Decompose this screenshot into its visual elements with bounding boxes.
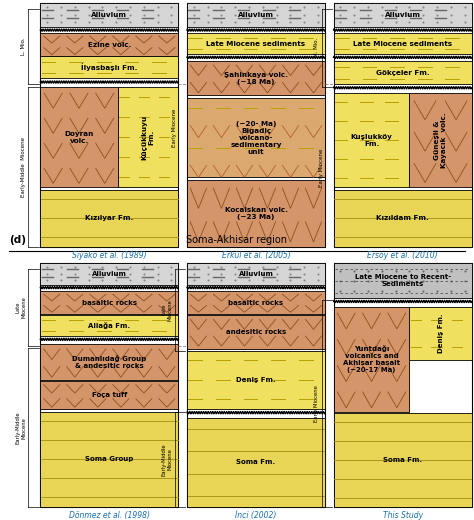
Bar	[187, 33, 325, 54]
Text: Late
Miocene: Late Miocene	[162, 298, 173, 321]
Bar	[187, 98, 325, 177]
Text: Soma-Akhisar region: Soma-Akhisar region	[186, 236, 288, 245]
Text: Soma Fm.: Soma Fm.	[383, 457, 422, 463]
Text: This Study: This Study	[383, 512, 423, 520]
Text: Early Miocene: Early Miocene	[314, 385, 319, 422]
Bar	[334, 3, 472, 27]
Text: Dumanlıdağ Group
& andesitic rocks: Dumanlıdağ Group & andesitic rocks	[72, 355, 146, 369]
Text: Şahinkaya volc.
(~18 Ma): Şahinkaya volc. (~18 Ma)	[224, 72, 288, 85]
Text: Soma Fm.: Soma Fm.	[237, 459, 275, 465]
Text: Yuntdağı
volcanics and
Akhisar basalt
(~20-17 Ma): Yuntdağı volcanics and Akhisar basalt (~…	[343, 345, 400, 373]
Bar	[334, 93, 410, 187]
Text: Alluvium: Alluvium	[91, 12, 128, 18]
Bar	[334, 263, 472, 298]
Text: Kocaiskan volc.
(~23 Ma): Kocaiskan volc. (~23 Ma)	[225, 207, 287, 220]
Bar	[187, 263, 325, 284]
Bar	[187, 418, 325, 507]
Text: Early Miocene: Early Miocene	[173, 109, 177, 147]
Text: Early-Middle
Miocene: Early-Middle Miocene	[15, 411, 26, 444]
Bar	[410, 93, 472, 187]
Text: Aliağa Fm.: Aliağa Fm.	[88, 322, 130, 329]
Bar	[40, 344, 178, 380]
Text: Erkül et al. (2005): Erkül et al. (2005)	[221, 252, 291, 261]
Text: Deniş Fm.: Deniş Fm.	[236, 377, 276, 383]
Text: Soma Group: Soma Group	[85, 457, 134, 462]
Text: Dönmez et al. (1998): Dönmez et al. (1998)	[69, 512, 150, 520]
Bar	[334, 33, 472, 54]
Bar	[410, 307, 472, 360]
Bar	[40, 87, 118, 187]
Text: Alluvium: Alluvium	[238, 12, 274, 18]
Bar	[40, 3, 178, 247]
Bar	[40, 412, 178, 507]
Text: M. Mio.: M. Mio.	[314, 38, 319, 57]
Text: Kuşlukköy
Fm.: Kuşlukköy Fm.	[351, 134, 392, 147]
Bar	[40, 315, 178, 336]
Text: Gökçeler Fm.: Gökçeler Fm.	[376, 70, 429, 75]
Text: Ersoy et al. (2010): Ersoy et al. (2010)	[367, 252, 438, 261]
Bar	[187, 3, 325, 27]
Bar	[118, 87, 178, 187]
Text: Early-Middle
Miocene: Early-Middle Miocene	[162, 443, 173, 476]
Bar	[40, 56, 178, 79]
Bar	[40, 263, 178, 507]
Bar	[187, 315, 325, 348]
Bar	[187, 61, 325, 96]
Bar	[40, 263, 178, 284]
Text: Early-Middle  Miocene: Early-Middle Miocene	[21, 137, 26, 197]
Text: (~20- Ma)
Bigadiç
volcano-
sedimentary
unit: (~20- Ma) Bigadiç volcano- sedimentary u…	[230, 121, 282, 154]
Text: Alluvium: Alluvium	[384, 12, 420, 18]
Bar	[334, 263, 472, 507]
Text: Late Miocene sediments: Late Miocene sediments	[206, 41, 306, 46]
Bar	[334, 3, 472, 247]
Text: Kızıldam Fm.: Kızıldam Fm.	[376, 215, 429, 222]
Text: Alluvium: Alluvium	[238, 270, 273, 277]
Bar	[334, 61, 472, 84]
Text: Ezine volc.: Ezine volc.	[88, 42, 131, 48]
Text: Foça tuff: Foça tuff	[91, 392, 127, 398]
Text: Kızılyar Fm.: Kızılyar Fm.	[85, 215, 134, 222]
Bar	[187, 3, 325, 247]
Text: İlyasbaşlı Fm.: İlyasbaşlı Fm.	[81, 63, 137, 71]
Text: Doyran
volc.: Doyran volc.	[64, 131, 94, 144]
Text: Late Miocene sediments: Late Miocene sediments	[353, 41, 452, 46]
Bar	[334, 307, 410, 412]
Bar	[334, 190, 472, 247]
Text: Küçükkuyu
Fm.: Küçükkuyu Fm.	[142, 114, 155, 160]
Text: Alluvium: Alluvium	[92, 270, 127, 277]
Text: basaltic rocks: basaltic rocks	[82, 300, 137, 306]
Text: Güneşli &
Kayacık  volc.: Güneşli & Kayacık volc.	[434, 112, 447, 168]
Bar	[187, 350, 325, 409]
Text: L. Mio.: L. Mio.	[21, 38, 26, 56]
Bar	[40, 291, 178, 314]
Bar	[334, 413, 472, 507]
Bar	[187, 291, 325, 314]
Text: Siyako et al. (1989): Siyako et al. (1989)	[72, 252, 146, 261]
Bar	[40, 381, 178, 409]
Bar	[40, 33, 178, 56]
Text: Early Miocene: Early Miocene	[319, 149, 324, 187]
Bar	[40, 3, 178, 27]
Bar	[187, 180, 325, 247]
Text: Late Miocene to Recent-
Sediments: Late Miocene to Recent- Sediments	[355, 274, 451, 287]
Text: basaltic rocks: basaltic rocks	[228, 300, 283, 306]
Text: Deniş Fm.: Deniş Fm.	[438, 314, 444, 353]
Text: andesitic rocks: andesitic rocks	[226, 329, 286, 335]
Text: Late
Miocene: Late Miocene	[15, 296, 26, 318]
Text: İnci (2002): İnci (2002)	[235, 512, 277, 520]
Bar	[187, 263, 325, 507]
Text: (d): (d)	[9, 236, 27, 245]
Bar	[40, 190, 178, 247]
